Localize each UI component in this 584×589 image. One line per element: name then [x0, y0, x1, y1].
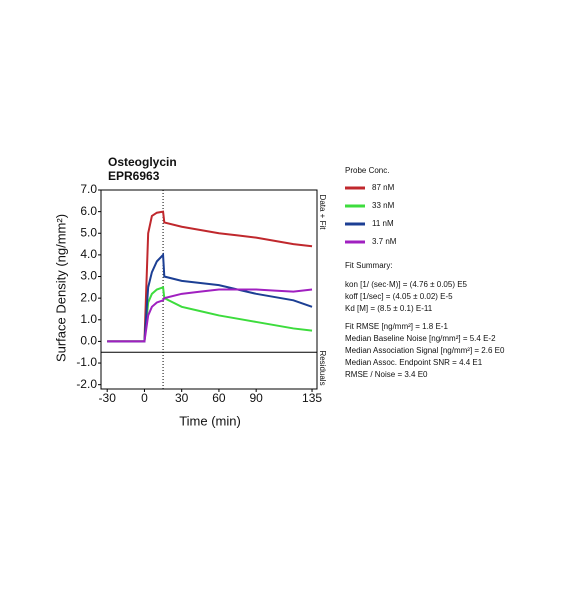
fit-summary-line: koff [1/sec] = (4.05 ± 0.02) E-5	[345, 292, 453, 301]
legend-title: Probe Conc.	[345, 166, 389, 175]
y-tick-label: 6.0	[80, 204, 97, 218]
fit-summary-line: RMSE / Noise = 3.4 E0	[345, 370, 428, 379]
legend-label: 11 nM	[372, 219, 394, 228]
x-tick-label: 0	[141, 391, 148, 405]
series-line	[107, 285, 313, 343]
x-tick-label: 30	[175, 391, 189, 405]
chart-subtitle: EPR6963	[108, 169, 160, 183]
fit-summary-line: Median Baseline Noise [ng/mm²] = 5.4 E-2	[345, 334, 496, 343]
y-tick-label: 5.0	[80, 225, 97, 239]
y-axis-title: Surface Density (ng/mm²)	[53, 214, 68, 362]
x-axis-title: Time (min)	[179, 413, 241, 428]
y-tick-label: 0.0	[80, 334, 97, 348]
y-tick-label: 4.0	[80, 247, 97, 261]
fit-summary-line: Fit RMSE [ng/mm²] = 1.8 E-1	[345, 322, 448, 331]
legend-label: 33 nM	[372, 201, 395, 210]
y-tick-label: -1.0	[76, 355, 97, 369]
fit-summary-line: Median Association Signal [ng/mm²] = 2.6…	[345, 346, 505, 355]
annotation: Data + Fit	[318, 195, 327, 231]
series-line	[107, 288, 313, 343]
chart-title: Osteoglycin	[108, 155, 177, 169]
plot-frame	[100, 189, 318, 390]
x-tick-label: 90	[249, 391, 263, 405]
fit-summary-title: Fit Summary:	[345, 261, 393, 270]
legend-label: 3.7 nM	[372, 237, 397, 246]
y-tick-label: 3.0	[80, 269, 97, 283]
y-tick-label: 2.0	[80, 290, 97, 304]
fit-summary-line: Kd [M] = (8.5 ± 0.1) E-11	[345, 304, 433, 313]
fit-summary-line: Median Assoc. Endpoint SNR = 4.4 E1	[345, 358, 483, 367]
y-tick-label: -2.0	[76, 377, 97, 391]
fit-summary-line: kon [1/ (sec·M)] = (4.76 ± 0.05) E5	[345, 280, 468, 289]
x-tick-label: -30	[99, 391, 117, 405]
annotation: Residuals	[318, 350, 327, 385]
x-tick-label: 135	[302, 391, 322, 405]
y-tick-label: 7.0	[80, 182, 97, 196]
series-line	[107, 252, 313, 343]
series-line	[107, 210, 313, 343]
legend-label: 87 nM	[372, 183, 395, 192]
y-tick-label: 1.0	[80, 312, 97, 326]
x-tick-label: 60	[212, 391, 226, 405]
